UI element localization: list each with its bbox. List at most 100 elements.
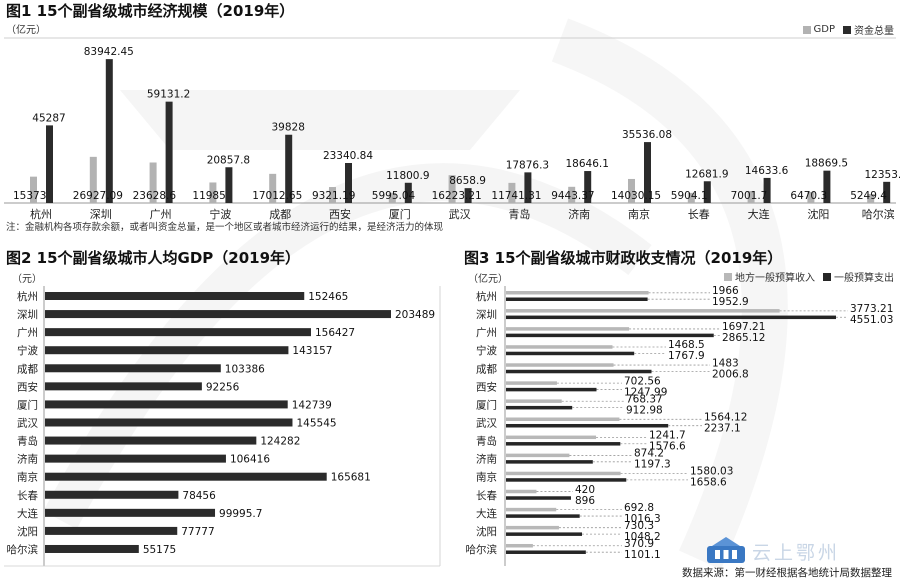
capital-bar <box>165 101 173 203</box>
fig2-category-label: 济南 <box>17 453 38 466</box>
fig1-category-label: 宁波 <box>209 207 231 221</box>
expenditure-bar <box>506 514 580 518</box>
per-capita-gdp-bar <box>45 472 327 481</box>
per-capita-gdp-value-label: 156427 <box>315 327 355 339</box>
fig2-category-label: 西安 <box>17 380 38 393</box>
capital-value-label: 20857.8 <box>207 154 250 166</box>
expenditure-bar <box>506 297 648 301</box>
per-capita-gdp-bar <box>45 418 293 427</box>
per-capita-gdp-bar <box>45 454 226 463</box>
legend-swatch-revenue <box>724 272 732 281</box>
fig3-category-label: 哈尔滨 <box>466 543 498 556</box>
expenditure-bar <box>506 387 597 392</box>
per-capita-gdp-bar <box>45 436 257 445</box>
fig3-title: 图3 15个副省级城市财政收支情况（2019年） <box>464 249 783 267</box>
gdp-value-label: 9321.19 <box>312 190 355 202</box>
fig3-category-label: 西安 <box>476 380 497 393</box>
revenue-bar <box>506 525 559 530</box>
capital-value-label: 11800.9 <box>386 170 429 182</box>
expenditure-value-label: 4551.03 <box>850 314 893 326</box>
expenditure-bar <box>506 496 571 500</box>
gdp-value-label: 5249.4 <box>850 190 887 202</box>
fig2-category-label: 杭州 <box>17 290 38 303</box>
capital-value-label: 35536.08 <box>622 129 672 141</box>
expenditure-bar <box>506 369 652 374</box>
per-capita-gdp-bar <box>45 346 289 355</box>
per-capita-gdp-value-label: 92256 <box>206 381 240 393</box>
watermark-text: 云上鄂州 <box>752 542 841 564</box>
capital-value-label: 23340.84 <box>323 150 373 162</box>
gdp-value-label: 5995.04 <box>372 190 416 202</box>
revenue-value-label: 1580.03 <box>690 466 733 478</box>
gdp-bar <box>329 187 336 203</box>
expenditure-bar <box>506 550 586 554</box>
capital-bar <box>823 170 831 203</box>
fig1-category-label: 沈阳 <box>807 207 829 221</box>
gdp-value-label: 7001.7 <box>731 190 768 202</box>
capital-bar <box>644 142 651 203</box>
gdp-bar <box>149 162 157 203</box>
gdp-bar <box>687 192 695 203</box>
per-capita-gdp-bar <box>45 400 288 409</box>
capital-value-label: 83942.45 <box>84 46 134 58</box>
capital-bar <box>225 167 233 203</box>
fig3-category-label: 南京 <box>476 471 497 484</box>
expenditure-bar <box>506 423 669 428</box>
revenue-bar <box>506 399 562 403</box>
revenue-value-label: 1483 <box>712 357 739 369</box>
revenue-bar <box>506 435 597 440</box>
gdp-value-label: 17012.65 <box>252 190 302 202</box>
per-capita-gdp-value-label: 152465 <box>308 291 348 303</box>
revenue-bar <box>506 327 630 331</box>
legend-label-revenue: 地方一般预算收入 <box>735 273 815 284</box>
revenue-bar <box>506 489 537 494</box>
revenue-bar <box>506 453 570 458</box>
per-capita-gdp-value-label: 143157 <box>292 345 332 357</box>
fig1-category-label: 青岛 <box>508 207 530 221</box>
gdp-value-label: 16223.21 <box>432 190 482 202</box>
expenditure-value-label: 1016.3 <box>624 513 661 525</box>
capital-bar <box>105 59 113 203</box>
expenditure-value-label: 1658.6 <box>690 477 727 489</box>
fig1-unit-label: （亿元） <box>6 25 46 36</box>
fig1-category-label: 杭州 <box>30 207 52 221</box>
fig1-category-label: 厦门 <box>389 207 411 221</box>
capital-bar <box>883 181 891 203</box>
fig3-category-label: 大连 <box>476 507 497 520</box>
fig1-category-label: 深圳 <box>90 208 112 221</box>
gdp-bar <box>628 178 635 203</box>
revenue-value-label: 420 <box>575 484 595 496</box>
gdp-bar <box>867 194 875 203</box>
capital-bar <box>345 162 352 203</box>
per-capita-gdp-value-label: 99995.7 <box>219 508 262 520</box>
revenue-value-label: 702.56 <box>624 375 661 387</box>
gdp-value-label: 23628.6 <box>133 190 177 202</box>
revenue-value-label: 370.9 <box>624 538 654 550</box>
fig3-unit-label: （亿元） <box>468 274 508 285</box>
gdp-bar <box>747 190 755 203</box>
gdp-value-label: 6470.3 <box>790 190 827 202</box>
revenue-value-label: 1697.21 <box>722 321 765 333</box>
capital-value-label: 39828 <box>271 122 304 134</box>
expenditure-bar <box>506 478 627 482</box>
expenditure-bar <box>506 405 573 410</box>
gdp-value-label: 9443.37 <box>551 190 594 202</box>
fig3-category-label: 济南 <box>476 453 497 466</box>
capital-value-label: 14633.6 <box>745 165 789 177</box>
revenue-value-label: 1966 <box>712 285 739 297</box>
gdp-value-label: 26927.09 <box>73 190 123 202</box>
fig1-category-label: 成都 <box>269 208 291 221</box>
per-capita-gdp-value-label: 124282 <box>260 436 300 448</box>
per-capita-gdp-value-label: 203489 <box>395 309 435 321</box>
expenditure-value-label: 1247.99 <box>624 386 667 398</box>
fig1-category-label: 广州 <box>150 208 172 221</box>
per-capita-gdp-value-label: 55175 <box>143 544 176 556</box>
capital-value-label: 8658.9 <box>449 175 486 187</box>
fig2-category-label: 大连 <box>17 507 38 520</box>
legend-swatch-gdp <box>802 25 811 34</box>
expenditure-value-label: 1576.6 <box>649 441 686 453</box>
fig2-category-label: 南京 <box>17 471 38 484</box>
gdp-value-label: 5904.1 <box>671 190 708 202</box>
